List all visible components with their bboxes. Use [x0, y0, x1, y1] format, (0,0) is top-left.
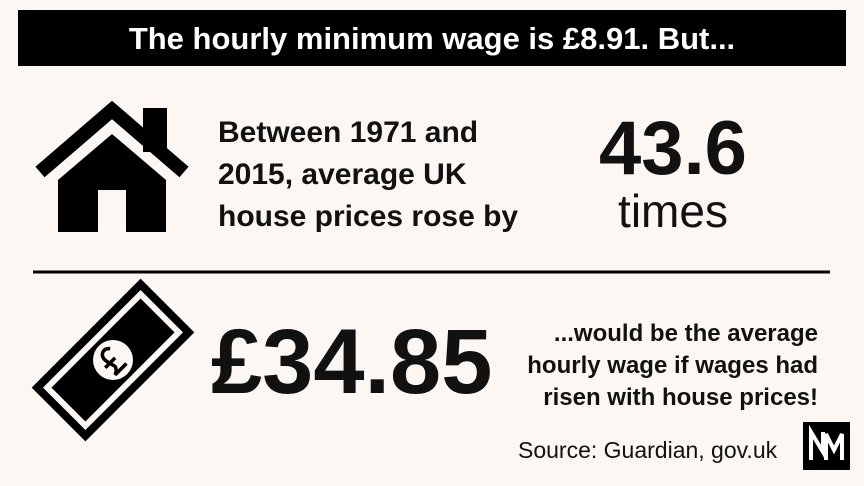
- house-text: Between 1971 and 2015, average UK house …: [218, 116, 518, 233]
- house-text-line: 2015, average UK: [218, 158, 467, 191]
- wage-text-line: hourly wage if wages had: [527, 352, 818, 379]
- house-stat: 43.6: [599, 106, 747, 191]
- title: The hourly minimum wage is £8.91. But...: [129, 21, 735, 56]
- house-text-line: Between 1971 and: [218, 116, 478, 149]
- banknote-icon: [31, 278, 195, 442]
- wage-text: ...would be the average hourly wage if w…: [527, 320, 818, 411]
- wage-text-line: ...would be the average: [554, 320, 818, 347]
- logo: [803, 422, 850, 470]
- title-bar: [18, 10, 846, 66]
- source: Source: Guardian, gov.uk: [518, 437, 778, 463]
- house-icon: [35, 100, 189, 232]
- house-stat-unit: times: [618, 185, 728, 237]
- wage-text-line: risen with house prices!: [543, 384, 818, 411]
- wage-stat: £34.85: [211, 311, 492, 413]
- house-text-line: house prices rose by: [218, 200, 518, 233]
